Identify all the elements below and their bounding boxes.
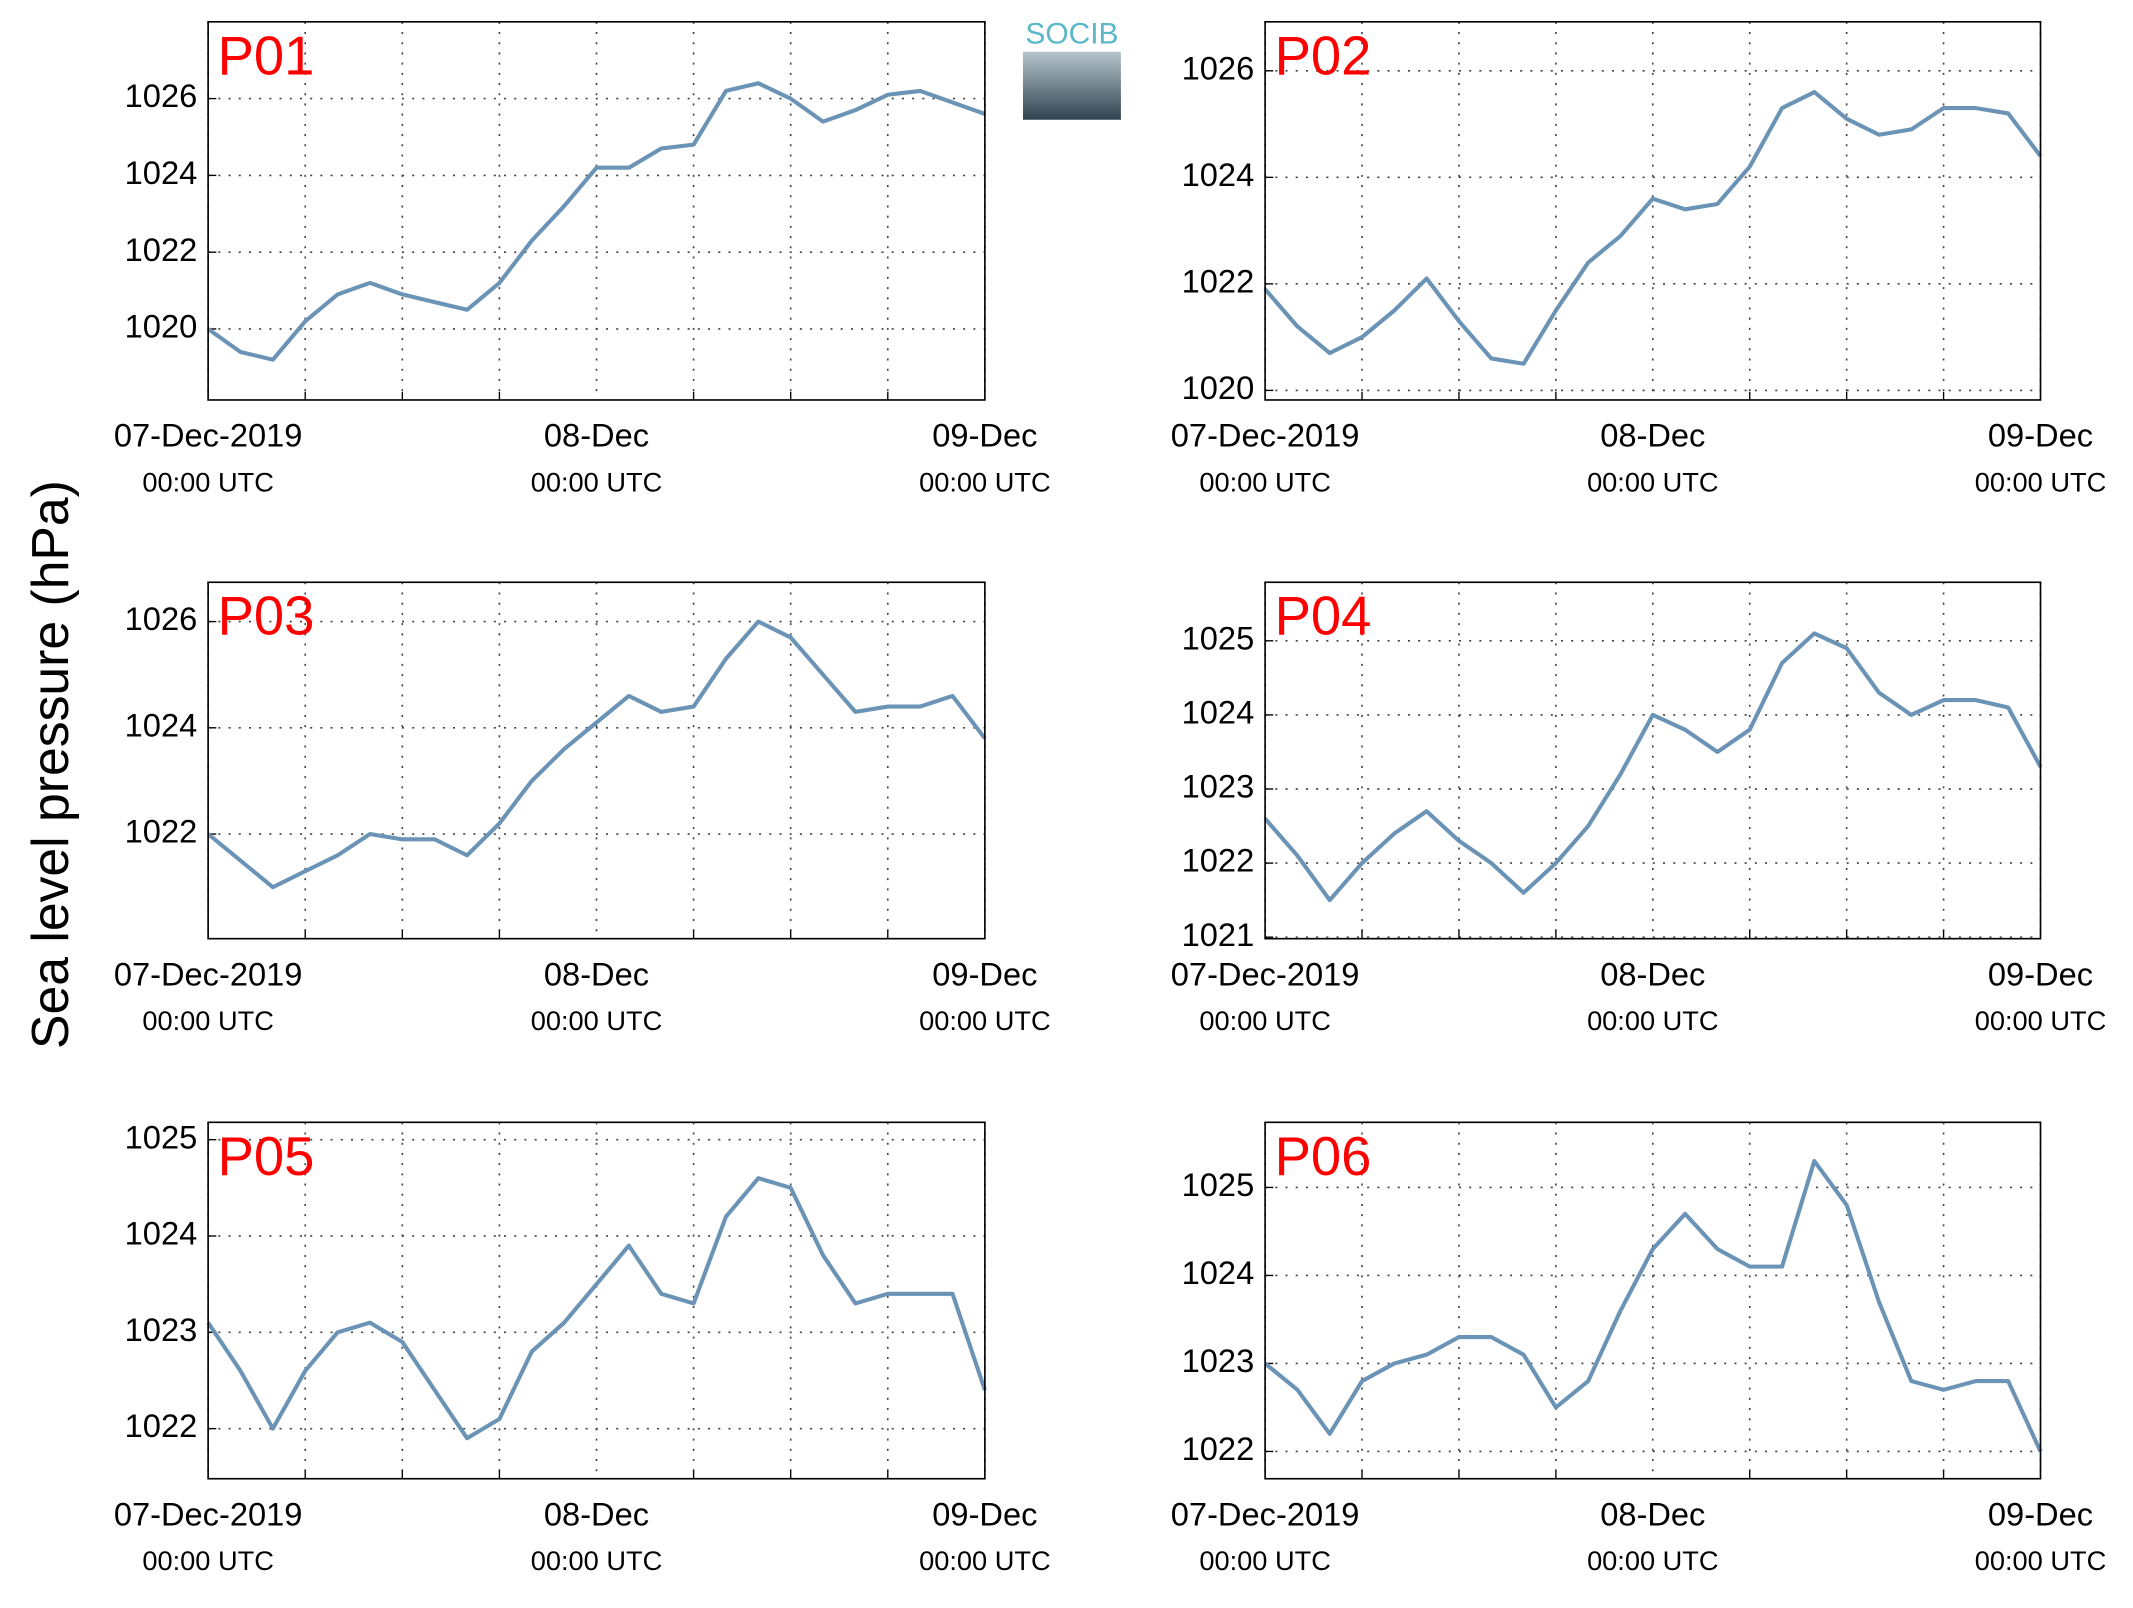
y-tick-label: 1024 — [1182, 156, 1255, 193]
line — [1263, 631, 2043, 903]
line — [206, 1176, 987, 1441]
logo-mark — [1022, 51, 1121, 120]
panel: 1022 1024 1026 07-Dec-2019 00:00 UTC 08-Dec 00… — [114, 581, 1051, 1036]
y-tick-label: 1022 — [1182, 1430, 1255, 1467]
x-tick-label: 09-Dec — [1988, 1495, 2093, 1532]
y-tick-label: 1024 — [125, 706, 198, 743]
x-tick-sublabel: 00:00 UTC — [142, 1545, 273, 1576]
panel-title: P05 — [218, 1126, 315, 1187]
y-tick-label: 1020 — [125, 308, 198, 345]
x-tick-sublabel: 00:00 UTC — [1975, 1545, 2106, 1576]
x-tick-sublabel: 00:00 UTC — [142, 467, 273, 498]
y-tick-label: 1023 — [125, 1311, 198, 1348]
x-tick-label: 09-Dec — [1988, 417, 2093, 454]
plot-frame — [1264, 20, 2042, 401]
y-tick-label: 1022 — [1182, 842, 1255, 879]
x-tick-label: 09-Dec — [932, 1495, 1037, 1532]
x-tick-sublabel: 00:00 UTC — [919, 1005, 1050, 1036]
plot-frame — [207, 581, 986, 940]
x-tick-sublabel: 00:00 UTC — [531, 1005, 662, 1036]
y-tick-label: 1020 — [1182, 369, 1255, 406]
y-tick-label: 1022 — [125, 231, 198, 268]
panel: 1020 1022 1024 1026 07-Dec-2019 00:00 UTC 08-D… — [114, 20, 1051, 498]
x-tick-sublabel: 00:00 UTC — [1199, 467, 1330, 498]
logo-text: SOCIB — [1025, 17, 1118, 50]
x-tick-label: 08-Dec — [1600, 417, 1705, 454]
y-tick-label: 1022 — [125, 813, 198, 850]
y-tick-label: 1024 — [1182, 694, 1255, 731]
y-tick-label: 1026 — [125, 77, 198, 114]
plot-frame — [1264, 581, 2042, 940]
panel-title: P01 — [218, 25, 315, 86]
y-tick-label: 1023 — [1182, 768, 1255, 805]
plot-frame — [207, 20, 986, 401]
x-tick-sublabel: 00:00 UTC — [1975, 467, 2106, 498]
y-tick-label: 1022 — [125, 1407, 198, 1444]
y-tick-label: 1023 — [1182, 1342, 1255, 1379]
panel: 1022 1023 1024 1025 07-Dec-2019 00:00 UTC 08-D… — [1171, 1121, 2106, 1576]
x-tick-label: 07-Dec-2019 — [1171, 417, 1360, 454]
x-tick-label: 08-Dec — [1600, 955, 1705, 992]
x-tick-label: 09-Dec — [1988, 955, 2093, 992]
x-tick-sublabel: 00:00 UTC — [142, 1005, 273, 1036]
y-tick-label: 1024 — [125, 154, 198, 191]
y-tick-label: 1025 — [1182, 1166, 1255, 1203]
x-tick-sublabel: 00:00 UTC — [1587, 467, 1718, 498]
x-tick-sublabel: 00:00 UTC — [1199, 1005, 1330, 1036]
panel-title: P03 — [218, 586, 315, 647]
y-tick-label: 1021 — [1182, 916, 1255, 953]
y-tick-label: 1024 — [1182, 1254, 1255, 1291]
line — [206, 81, 986, 362]
panel-title: P04 — [1275, 586, 1372, 647]
x-tick-sublabel: 00:00 UTC — [1587, 1545, 1718, 1576]
x-tick-sublabel: 00:00 UTC — [1199, 1545, 1330, 1576]
y-tick-label: 1026 — [125, 600, 198, 637]
plot-frame — [1264, 1121, 2042, 1480]
y-tick-label: 1025 — [125, 1118, 198, 1155]
x-tick-label: 07-Dec-2019 — [114, 955, 303, 992]
x-tick-label: 07-Dec-2019 — [1171, 1495, 1360, 1532]
panel: 1022 1023 1024 1025 07-Dec-2019 00:00 UTC 08-D… — [114, 1118, 1051, 1576]
x-tick-label: 09-Dec — [932, 955, 1037, 992]
y-tick-label: 1024 — [125, 1215, 198, 1252]
x-tick-label: 07-Dec-2019 — [114, 417, 303, 454]
x-tick-label: 08-Dec — [544, 955, 649, 992]
y-axis-label: Sea level pressure (hPa) — [21, 480, 79, 1049]
line — [206, 619, 987, 890]
x-tick-sublabel: 00:00 UTC — [531, 467, 662, 498]
x-tick-label: 09-Dec — [932, 417, 1037, 454]
panel: 1020 1022 1024 1026 07-Dec-2019 00:00 UTC 08-D… — [1171, 20, 2106, 498]
line — [1263, 90, 2043, 366]
logo: SOCIB — [1022, 17, 1121, 120]
x-tick-label: 08-Dec — [544, 417, 649, 454]
plot-frame — [207, 1121, 986, 1480]
x-tick-sublabel: 00:00 UTC — [1975, 1005, 2106, 1036]
y-tick-label: 1025 — [1182, 619, 1255, 656]
y-tick-label: 1026 — [1182, 49, 1255, 86]
panel: 1021 1022 1023 1024 1025 07-Dec-2019 00:00 UTC… — [1171, 581, 2106, 1036]
x-tick-label: 08-Dec — [544, 1495, 649, 1532]
x-tick-sublabel: 00:00 UTC — [1587, 1005, 1718, 1036]
panel-title: P02 — [1275, 25, 1372, 86]
x-tick-label: 07-Dec-2019 — [114, 1495, 303, 1532]
x-tick-label: 08-Dec — [1600, 1495, 1705, 1532]
x-tick-sublabel: 00:00 UTC — [531, 1545, 662, 1576]
y-tick-label: 1022 — [1182, 262, 1255, 299]
x-tick-sublabel: 00:00 UTC — [919, 467, 1050, 498]
panel-title: P06 — [1275, 1126, 1372, 1187]
x-tick-label: 07-Dec-2019 — [1171, 955, 1360, 992]
line — [1263, 1158, 2043, 1453]
x-tick-sublabel: 00:00 UTC — [919, 1545, 1050, 1576]
